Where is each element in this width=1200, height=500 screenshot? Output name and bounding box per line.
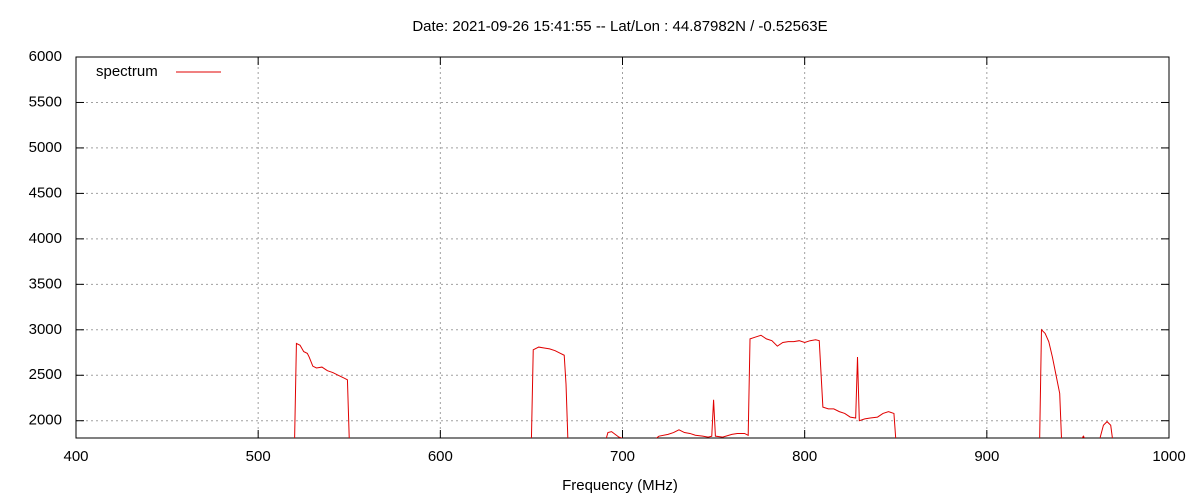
x-tick-label: 700 [610, 448, 635, 465]
y-tick-label: 4000 [29, 230, 62, 247]
x-axis-label: Frequency (MHz) [562, 477, 678, 494]
y-tick-label: 5000 [29, 139, 62, 156]
x-tick-label: 900 [974, 448, 999, 465]
y-tick-label: 5500 [29, 93, 62, 110]
line-series [294, 328, 1113, 438]
x-tick-label: 1000 [1152, 448, 1185, 465]
x-tick-label: 400 [63, 448, 88, 465]
x-tick-label: 500 [246, 448, 271, 465]
y-tick-label: 4500 [29, 184, 62, 201]
y-tick-label: 3000 [29, 321, 62, 338]
y-tick-label: 3500 [29, 275, 62, 292]
y-tick-label: 2500 [29, 366, 62, 383]
chart-title: Date: 2021-09-26 15:41:55 -- Lat/Lon : 4… [412, 18, 827, 35]
y-tick-label: 2000 [29, 412, 62, 429]
legend-label: spectrum [96, 63, 158, 80]
x-tick-label: 600 [428, 448, 453, 465]
y-tick-label: 6000 [29, 48, 62, 65]
x-tick-label: 800 [792, 448, 817, 465]
